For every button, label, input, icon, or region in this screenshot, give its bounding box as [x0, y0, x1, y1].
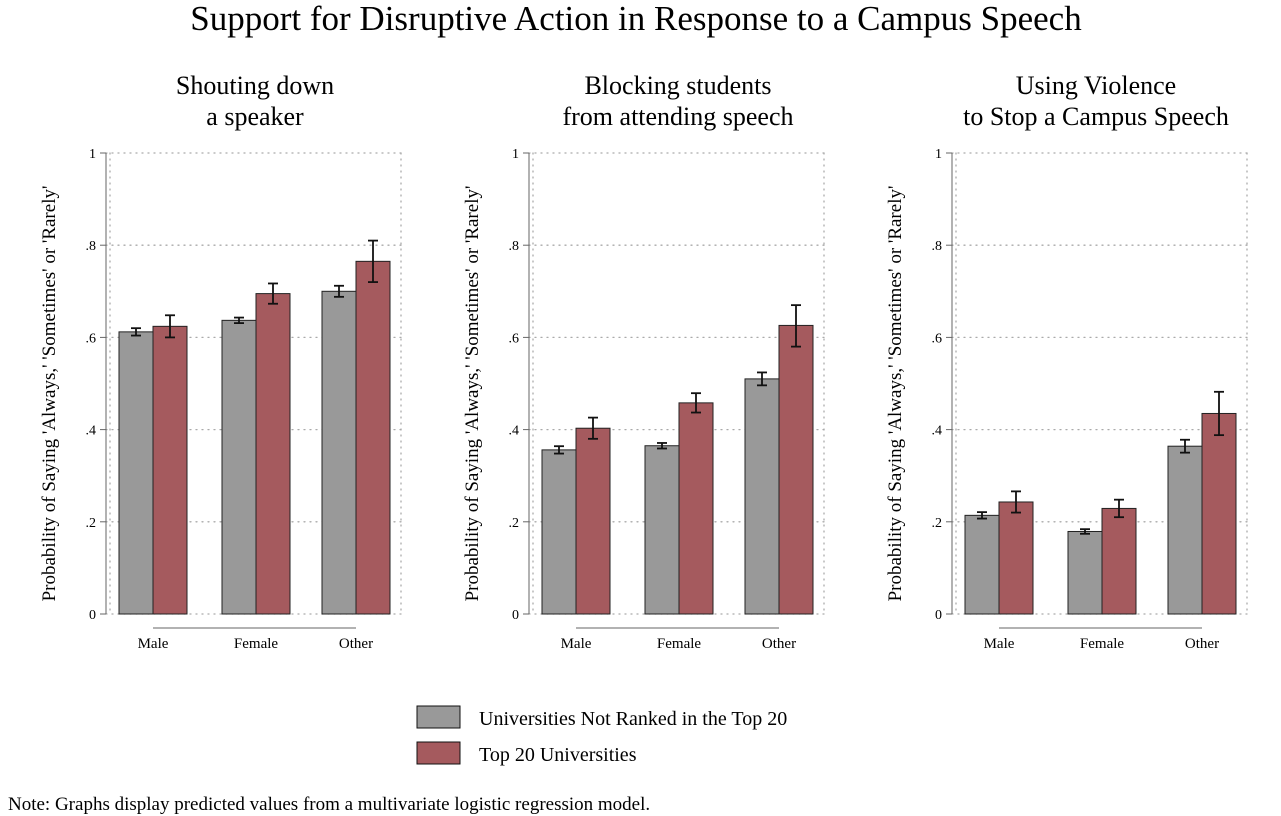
y-tick-label: .4	[86, 424, 97, 439]
bar-male-top20	[152, 325, 188, 615]
panel-1: Shouting down a speaker Probability of Say…	[39, 71, 402, 652]
y-tick-label: .8	[86, 239, 97, 254]
panel-title: Blocking students from attending speech	[562, 71, 793, 131]
error-bar	[131, 327, 141, 337]
error-bar	[691, 392, 701, 414]
footnote: Note: Graphs display predicted values fr…	[8, 794, 650, 815]
bar-other-not-top20	[321, 290, 357, 615]
y-tick-label: .2	[86, 516, 97, 531]
bar-other-top20	[355, 260, 391, 615]
legend-swatch-top20	[416, 741, 461, 765]
bar-female-top20	[678, 402, 714, 615]
y-tick-label: 1	[935, 147, 942, 162]
bar-male-not-top20	[541, 449, 577, 615]
y-axis-label: Probability of Saying 'Always,' 'Sometim…	[39, 186, 60, 602]
bar-other-top20	[778, 324, 814, 615]
legend-label-not-top20: Universities Not Ranked in the Top 20	[479, 708, 787, 730]
x-tick-label-female: Female	[234, 636, 278, 652]
x-tick-label-female: Female	[1080, 636, 1124, 652]
y-tick-label: .8	[509, 239, 520, 254]
panel-title-line: Using Violence	[1016, 71, 1176, 100]
y-axis-label: Probability of Saying 'Always,' 'Sometim…	[885, 186, 906, 602]
y-tick-label: .8	[932, 239, 943, 254]
panel-title-line: a speaker	[206, 102, 304, 131]
bar-male-top20	[998, 501, 1034, 615]
error-bar	[1011, 490, 1021, 514]
y-tick-label: .6	[509, 331, 520, 346]
bar-male-not-top20	[118, 331, 154, 615]
panel-title: Using Violence to Stop a Campus Speech	[963, 71, 1229, 131]
y-tick-label: .4	[509, 424, 520, 439]
legend-item-not-top20: Universities Not Ranked in the Top 20	[416, 705, 787, 730]
panels: Shouting down a speaker Probability of Say…	[39, 71, 1248, 652]
bar-other-not-top20	[1167, 445, 1203, 615]
error-bar	[334, 284, 344, 298]
x-tick-label-male: Male	[561, 636, 592, 652]
panel-title-line: from attending speech	[562, 102, 793, 131]
error-bar	[1080, 528, 1090, 535]
bar-female-top20	[1101, 507, 1137, 615]
y-tick-label: 0	[89, 608, 96, 623]
x-tick-label-other: Other	[1185, 636, 1219, 652]
error-bar	[234, 316, 244, 325]
error-bar	[588, 416, 598, 440]
error-bar	[165, 314, 175, 339]
x-tick-label-male: Male	[984, 636, 1015, 652]
panel-3: Using Violence to Stop a Campus Speech Pro…	[885, 71, 1248, 652]
chart-title: Support for Disruptive Action in Respons…	[190, 0, 1082, 38]
y-tick-label: .6	[932, 331, 943, 346]
y-tick-label: .6	[86, 331, 97, 346]
bar-female-not-top20	[1067, 530, 1103, 615]
panel-title-line: to Stop a Campus Speech	[963, 102, 1229, 131]
y-tick-label: .4	[932, 424, 943, 439]
error-bar	[1180, 438, 1190, 454]
panel-2: Blocking students from attending speech Pr…	[462, 71, 825, 652]
y-tick-label: 0	[935, 608, 942, 623]
legend: Universities Not Ranked in the Top 20 To…	[416, 705, 787, 766]
panel-title-line: Shouting down	[176, 71, 334, 100]
legend-label-top20: Top 20 Universities	[479, 744, 637, 766]
error-bar	[268, 282, 278, 305]
y-axis-label: Probability of Saying 'Always,' 'Sometim…	[462, 186, 483, 602]
bar-female-not-top20	[644, 445, 680, 615]
bar-male-top20	[575, 427, 611, 615]
y-tick-label: 1	[512, 147, 519, 162]
y-tick-label: .2	[932, 516, 943, 531]
bar-other-top20	[1201, 412, 1237, 615]
y-tick-label: 0	[512, 608, 519, 623]
error-bar	[554, 445, 564, 455]
error-bar	[791, 304, 801, 348]
error-bar	[757, 371, 767, 387]
bar-female-top20	[255, 293, 291, 615]
error-bar	[1114, 498, 1124, 519]
bar-male-not-top20	[964, 514, 1000, 615]
x-tick-label-male: Male	[138, 636, 169, 652]
bar-other-not-top20	[744, 378, 780, 615]
bar-female-not-top20	[221, 319, 257, 615]
legend-swatch-not-top20	[416, 705, 461, 729]
error-bar	[657, 442, 667, 450]
error-bar	[977, 511, 987, 520]
x-tick-label-other: Other	[762, 636, 796, 652]
y-tick-label: 1	[89, 147, 96, 162]
panel-title-line: Blocking students	[584, 71, 771, 100]
panel-title: Shouting down a speaker	[176, 71, 334, 131]
error-bar	[1214, 390, 1224, 437]
x-tick-label-other: Other	[339, 636, 373, 652]
legend-item-top20: Top 20 Universities	[416, 741, 637, 766]
error-bar	[368, 239, 378, 283]
y-tick-label: .2	[509, 516, 520, 531]
x-tick-label-female: Female	[657, 636, 701, 652]
